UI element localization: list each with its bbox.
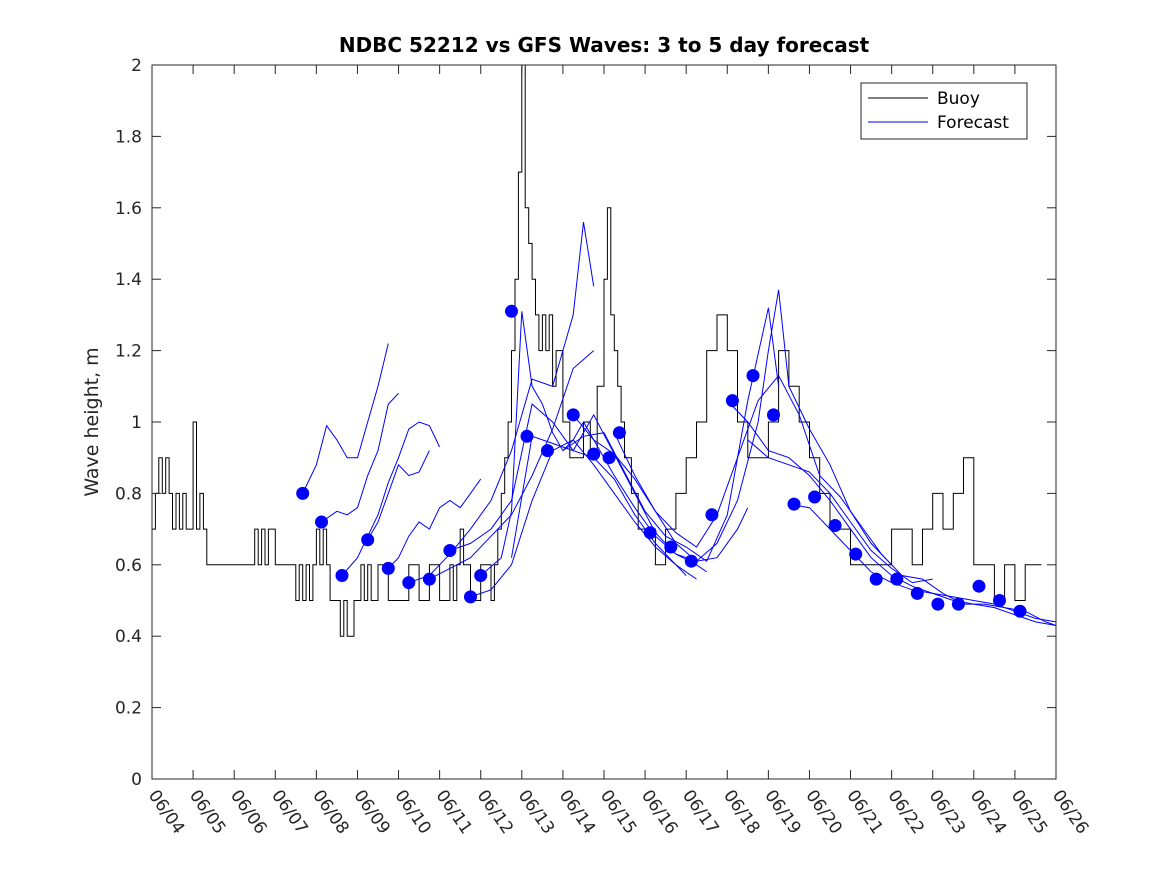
y-tick-label: 2: [131, 56, 142, 76]
forecast-point-30: [890, 572, 904, 586]
forecast-point-23: [746, 369, 760, 383]
forecast-point-24: [767, 408, 780, 422]
forecast-point-8: [443, 544, 457, 557]
forecast-point-35: [993, 594, 1006, 607]
forecast-point-1: [296, 486, 310, 500]
forecast-point-18: [643, 526, 657, 540]
legend-forecast-label: Forecast: [937, 113, 1009, 133]
plot-area: [152, 65, 1056, 779]
y-tick-label: 1.4: [115, 270, 142, 290]
forecast-line-12: [562, 307, 780, 562]
forecast-point-12: [520, 429, 534, 443]
forecast-point-9: [464, 590, 477, 604]
y-axis-label: Wave height, m: [81, 347, 103, 496]
forecast-point-31: [910, 586, 924, 600]
y-tick-label: 0.2: [115, 699, 142, 719]
forecast-point-6: [402, 576, 416, 590]
forecast-point-3: [335, 569, 349, 582]
forecast-point-19: [664, 540, 678, 554]
y-tick-label: 0.8: [115, 484, 142, 504]
y-tick-label: 0.4: [115, 627, 142, 647]
forecast-point-32: [931, 597, 945, 611]
forecast-point-25: [787, 497, 801, 511]
forecast-point-20: [684, 554, 698, 568]
forecast-line-6: [408, 222, 595, 584]
forecast-line-14: [613, 374, 1057, 626]
forecast-line-5: [387, 478, 482, 569]
forecast-line-9: [470, 439, 697, 598]
forecast-point-17: [612, 426, 626, 440]
y-tick-label: 0.6: [115, 556, 142, 576]
y-tick-label: 0: [131, 770, 142, 790]
forecast-point-21: [705, 508, 719, 522]
legend: Buoy Forecast: [860, 82, 1028, 140]
forecast-point-13: [541, 444, 554, 458]
forecast-line-10: [480, 311, 707, 576]
forecast-point-4: [361, 533, 375, 547]
forecast-point-10: [474, 569, 488, 582]
forecast-line-13: [572, 289, 892, 566]
forecast-point-11: [505, 304, 518, 318]
forecast-point-5: [381, 561, 395, 575]
forecast-line-1: [302, 343, 389, 494]
chart-title: NDBC 52212 vs GFS Waves: 3 to 5 day fore…: [339, 33, 870, 57]
forecast-point-36: [1013, 604, 1027, 618]
forecast-line-11: [511, 413, 749, 562]
forecast-point-15: [587, 447, 601, 461]
forecast-point-26: [808, 490, 822, 504]
forecast-point-27: [828, 519, 842, 532]
forecast-line-7: [429, 350, 595, 580]
legend-box: [860, 82, 1028, 140]
forecast-point-2: [315, 515, 328, 529]
forecast-point-14: [566, 408, 580, 422]
y-tick-label: 1: [131, 413, 142, 433]
forecast-point-28: [849, 547, 863, 561]
forecast-point-22: [725, 394, 739, 408]
y-tick-label: 1.8: [115, 127, 142, 147]
series-layer: [152, 64, 1057, 637]
forecast-point-7: [422, 572, 436, 586]
forecast-point-29: [869, 572, 883, 586]
y-tick-label: 1.6: [115, 199, 142, 219]
forecast-point-16: [602, 451, 616, 465]
forecast-point-34: [972, 579, 986, 593]
forecast-point-33: [951, 597, 965, 611]
forecast-line-3: [341, 421, 441, 576]
y-tick-label: 1.2: [115, 342, 142, 362]
forecast-line-4: [367, 450, 430, 541]
forecast-line-2: [321, 393, 399, 523]
legend-buoy-label: Buoy: [937, 89, 980, 109]
